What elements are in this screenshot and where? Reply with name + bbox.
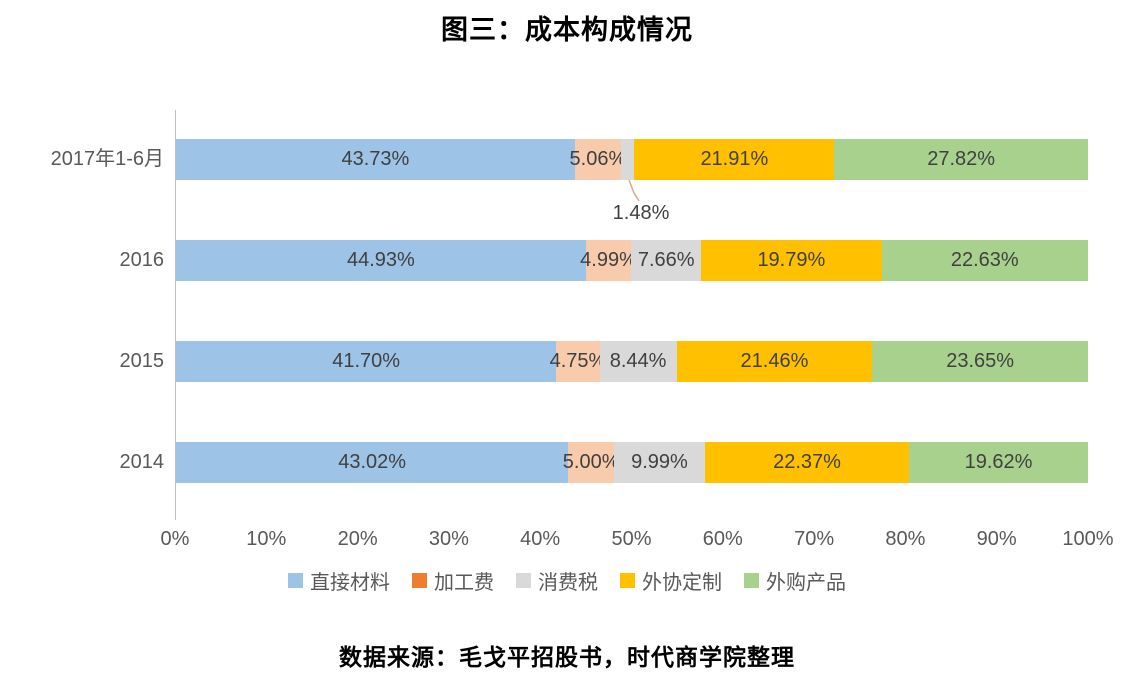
legend-swatch — [620, 573, 635, 588]
legend-label: 消费税 — [538, 572, 598, 594]
data-label: 4.99% — [580, 249, 637, 271]
bar-segment: 19.79% — [701, 240, 882, 281]
bar-segment: 22.63% — [881, 240, 1088, 281]
bar-segment: 43.02% — [176, 442, 569, 483]
x-axis-tick-label: 40% — [520, 528, 561, 550]
x-axis-tick-label: 0% — [160, 528, 190, 550]
bar-row: 2017年1-6月 43.73% 5.06% 21.91% 27.82% — [51, 139, 1088, 180]
data-label: 19.79% — [757, 249, 826, 271]
bar-segment: 5.06% — [569, 139, 627, 180]
x-axis-tick-label: 30% — [428, 528, 469, 550]
bar-segment: 9.99% — [613, 442, 706, 483]
x-axis-tick-label: 60% — [702, 528, 743, 550]
category-label: 2017年1-6月 — [50, 148, 164, 170]
data-label: 43.73% — [341, 148, 410, 170]
legend-label: 外协定制 — [642, 572, 722, 594]
category-label: 2015 — [119, 350, 165, 372]
bar-segment: 22.37% — [705, 442, 910, 483]
legend-item: 消费税 — [516, 566, 598, 595]
bar-segment: 41.70% — [176, 341, 557, 382]
legend-label: 直接材料 — [310, 572, 390, 594]
bar-segment: 21.46% — [676, 341, 873, 382]
x-axis-tick-label: 50% — [611, 528, 652, 550]
plot-area: 1.48% 2017年1-6月 43.73% 5.06% 21.91% 27.82% 20… — [51, 110, 1088, 520]
data-label: 22.37% — [773, 451, 841, 473]
bar-segment: 44.93% — [176, 240, 586, 281]
bar-segment: 5.00% — [562, 442, 620, 483]
bar-row: 2015 41.70% 4.75% 8.44% 21.46% 23.65% — [120, 341, 1088, 382]
data-label: 21.46% — [740, 350, 809, 372]
x-axis-tick-label: 100% — [1062, 528, 1114, 550]
category-label: 2016 — [119, 249, 165, 271]
x-axis-tick-label: 10% — [246, 528, 287, 550]
legend-item: 外协定制 — [620, 566, 722, 595]
bar-segment: 21.91% — [634, 139, 835, 180]
legend-item: 加工费 — [412, 566, 494, 595]
chart-title: 图三：成本构成情况 — [441, 15, 693, 45]
bar-segment: 4.75% — [549, 341, 607, 382]
data-label: 44.93% — [346, 249, 415, 271]
bar-segment: 19.62% — [909, 442, 1088, 483]
data-label: 23.65% — [946, 350, 1015, 372]
bar-segment: 7.66% — [631, 240, 702, 281]
data-label: 41.70% — [332, 350, 401, 372]
source-note: 数据来源：毛戈平招股书，时代商学院整理 — [339, 644, 795, 670]
bar-segment: 27.82% — [834, 139, 1088, 180]
legend-swatch — [516, 573, 531, 588]
legend-item: 外购产品 — [744, 566, 846, 595]
callout-label: 1.48% — [612, 202, 670, 224]
x-axis-tick-label: 80% — [885, 528, 926, 550]
legend-label: 加工费 — [434, 572, 494, 594]
data-label: 21.91% — [700, 148, 769, 170]
data-label: 8.44% — [609, 350, 667, 372]
bar-segment: 4.99% — [580, 240, 637, 281]
data-label: 43.02% — [338, 451, 407, 473]
legend-item: 直接材料 — [288, 566, 390, 595]
bar-row: 2014 43.02% 5.00% 9.99% 22.37% 19.62% — [120, 442, 1088, 483]
x-axis-tick-label: 20% — [337, 528, 378, 550]
data-label: 19.62% — [964, 451, 1033, 473]
bar-segment: 8.44% — [599, 341, 677, 382]
data-label: 27.82% — [927, 148, 996, 170]
legend-swatch — [744, 573, 759, 588]
bar-row: 2016 44.93% 4.99% 7.66% 19.79% 22.63% — [120, 240, 1088, 281]
x-axis-tick-label: 70% — [794, 528, 835, 550]
bar-segment: 23.65% — [872, 341, 1088, 382]
data-label: 22.63% — [950, 249, 1019, 271]
legend-swatch — [412, 573, 427, 588]
legend: 直接材料 加工费 消费税 外协定制 外购产品 — [0, 566, 1134, 595]
legend-swatch — [288, 573, 303, 588]
category-label: 2014 — [119, 451, 165, 473]
bar-segment — [620, 139, 635, 180]
data-label: 5.06% — [569, 148, 627, 170]
x-axis-tick-label: 90% — [976, 528, 1017, 550]
data-label: 7.66% — [637, 249, 695, 271]
data-label: 4.75% — [549, 350, 607, 372]
data-label: 5.00% — [562, 451, 620, 473]
legend-label: 外购产品 — [766, 572, 846, 594]
data-label: 9.99% — [631, 451, 688, 473]
bar-segment: 43.73% — [176, 139, 575, 180]
x-axis: 0% 10% 20% 30% 40% 50% 60% 70% 80% 90% 100% — [161, 528, 1114, 554]
